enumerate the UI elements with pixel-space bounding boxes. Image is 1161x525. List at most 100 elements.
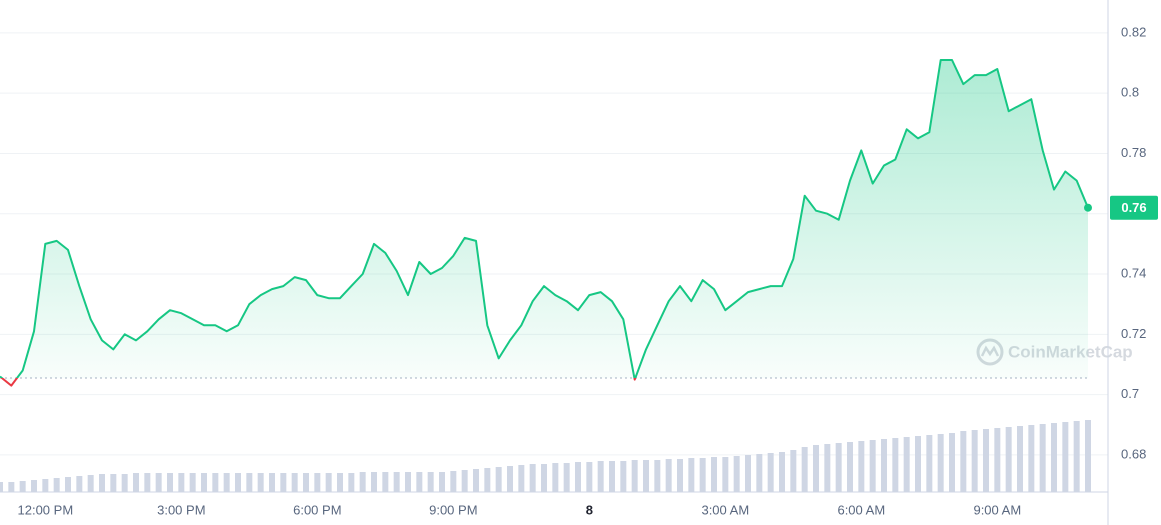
volume-bar [87, 475, 94, 492]
volume-bar [745, 455, 751, 492]
volume-bar [937, 434, 944, 492]
volume-bar [892, 438, 899, 492]
volume-bar [507, 466, 513, 492]
volume-bar [201, 473, 207, 492]
volume-bar [223, 473, 230, 492]
volume-bar [903, 437, 910, 492]
volume-bar [495, 467, 502, 492]
volume-bar [144, 473, 151, 492]
volume-bar [269, 473, 275, 492]
x-tick-label: 9:00 AM [973, 502, 1021, 517]
volume-bar [869, 440, 876, 492]
volume-bar [325, 473, 332, 492]
x-tick-label: 3:00 AM [701, 502, 749, 517]
volume-bar [518, 465, 525, 492]
volume-bar [915, 436, 921, 492]
volume-bar [983, 429, 989, 492]
y-tick-label: 0.78 [1121, 145, 1146, 160]
volume-bar [552, 463, 559, 492]
price-badge [1110, 195, 1158, 220]
volume-bar [699, 458, 706, 492]
volume-bar [654, 460, 661, 492]
volume-bar [473, 469, 479, 492]
y-tick-label: 0.72 [1121, 326, 1146, 341]
volume-bar [801, 447, 808, 492]
x-tick-label: 8 [586, 502, 593, 517]
volume-bar [53, 478, 60, 492]
volume-bar [1005, 427, 1012, 492]
volume-bar [779, 452, 785, 492]
volume-bar [371, 472, 377, 492]
volume-bar [1039, 424, 1046, 492]
volume-bar [212, 473, 219, 492]
volume-bar [960, 431, 967, 492]
y-tick-label: 0.68 [1121, 446, 1146, 461]
volume-bar [733, 456, 740, 492]
volume-bar [439, 472, 445, 492]
price-badge-label: 0.76 [1121, 200, 1146, 215]
volume-bar [824, 444, 831, 492]
x-tick-label: 9:00 PM [429, 502, 477, 517]
volume-bar [31, 480, 37, 492]
volume-bar [597, 461, 604, 492]
volume-bar [1085, 420, 1091, 492]
volume-bar [620, 461, 627, 492]
x-tick-label: 6:00 AM [837, 502, 885, 517]
volume-bar [688, 458, 695, 492]
volume-bar [1028, 425, 1035, 492]
volume-bar [484, 468, 491, 492]
volume-bar [167, 473, 173, 492]
volume-bar [835, 443, 842, 492]
area [0, 60, 1088, 386]
y-tick-label: 0.8 [1121, 85, 1139, 100]
volume-bar [609, 461, 615, 492]
volume-bar [133, 473, 139, 492]
volume-bar [586, 462, 593, 492]
volume-bar [246, 473, 253, 492]
volume-bar [643, 460, 649, 492]
volume-bar [541, 464, 547, 492]
volume-bar [971, 430, 978, 492]
volume-bar [314, 473, 321, 492]
volume-bar [1062, 422, 1069, 492]
price-line [0, 59, 1089, 387]
x-tick-label: 6:00 PM [293, 502, 341, 517]
volume-bar [280, 473, 287, 492]
volume-bar [858, 441, 865, 492]
last-point [1084, 203, 1092, 212]
volume-bar [427, 472, 434, 492]
volume-bar [291, 473, 298, 492]
volume-bar [631, 460, 638, 492]
volume-bar [813, 445, 819, 492]
volume-bar [65, 477, 71, 492]
volume-bar [1073, 421, 1080, 492]
volume-bar [847, 442, 853, 492]
volume-bar [416, 472, 423, 492]
volume-bar [461, 470, 468, 492]
y-tick-label: 0.7 [1121, 386, 1139, 401]
volume-bar [1051, 423, 1057, 492]
volume-bar [382, 472, 389, 492]
volume-bar [42, 479, 49, 492]
volume-bar [189, 473, 196, 492]
volume-bar [0, 482, 3, 492]
x-tick-label: 3:00 PM [157, 502, 205, 517]
volume-bar [575, 462, 581, 492]
volume-bar [359, 472, 366, 492]
volume-bar [8, 482, 15, 492]
volume-bar [756, 454, 763, 492]
volume-bar [563, 463, 570, 492]
volume-bar [121, 474, 128, 492]
volume-bar [711, 457, 717, 492]
volume-bar [178, 473, 185, 492]
y-tick-label: 0.74 [1121, 265, 1146, 280]
volume-bar [155, 473, 162, 492]
volume-bar [881, 439, 887, 492]
volume-bar [348, 473, 355, 492]
volume-bar [949, 433, 955, 492]
y-tick-label: 0.82 [1121, 24, 1146, 39]
volume-bar [235, 473, 241, 492]
volume-bar [337, 473, 343, 492]
volume-bar [393, 472, 400, 492]
